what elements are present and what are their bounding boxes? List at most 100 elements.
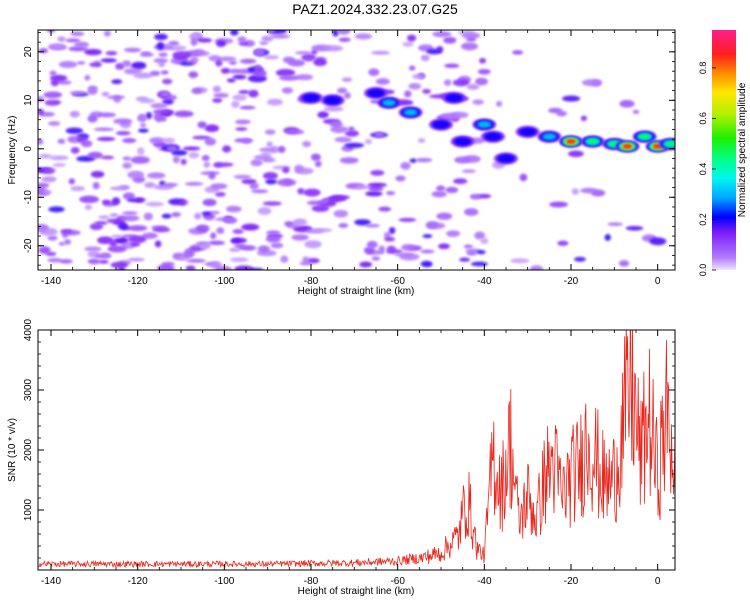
spectrogram-noise-blob [65, 127, 84, 134]
spectrogram-noise-blob [226, 78, 236, 83]
spectrogram-noise-blob [103, 30, 111, 37]
spectrogram-noise-blob [231, 237, 247, 244]
spectrogram-ridge-blob [477, 121, 492, 129]
spectrogram-noise-blob [270, 242, 284, 249]
spectrogram-noise-blob [149, 137, 165, 145]
spectrogram-noise-blob [333, 209, 349, 218]
spectrogram-noise-blob [96, 136, 116, 142]
spectrogram-noise-blob [306, 200, 325, 206]
spectrogram-noise-blob [234, 119, 251, 125]
spectrogram-noise-blob [568, 150, 584, 158]
spectrogram-noise-blob [440, 113, 460, 120]
spectrogram-noise-blob [282, 56, 296, 64]
spectrogram-noise-blob [557, 240, 569, 246]
spectrogram-noise-blob [232, 74, 247, 80]
spectrogram-noise-blob [154, 33, 168, 41]
spectrogram-noise-blob [263, 55, 280, 60]
spectrogram-noise-blob [79, 195, 100, 204]
spectrogram-x-tick-label: -100 [214, 276, 234, 287]
spectrogram-noise-blob [122, 211, 138, 216]
spectrogram-noise-blob [58, 242, 66, 246]
spectrogram-noise-blob [344, 142, 365, 148]
spectrogram-noise-blob [110, 261, 128, 269]
spectrogram-noise-blob [344, 130, 359, 137]
spectrogram-noise-blob [209, 210, 220, 215]
spectrogram-noise-blob [117, 222, 129, 230]
spectrogram-noise-blob [415, 157, 433, 163]
spectrogram-noise-blob [70, 185, 86, 192]
spectrogram-ridge-blob [323, 96, 342, 105]
colorbar-tick-label: 0.2 [698, 213, 708, 226]
spectrogram-noise-blob [251, 189, 269, 194]
spectrogram-noise-blob [365, 223, 380, 228]
spectrogram-noise-blob [323, 45, 343, 52]
spectrogram-noise-blob [384, 236, 396, 242]
spectrogram-noise-blob [70, 146, 80, 154]
spectrogram-noise-blob [127, 170, 145, 179]
spectrogram-noise-blob [122, 192, 136, 200]
spectrogram-noise-blob [106, 95, 126, 100]
spectrogram-noise-blob [394, 252, 414, 257]
spectrogram-noise-blob [161, 137, 176, 144]
spectrogram-noise-blob [519, 173, 528, 182]
spectrogram-noise-blob [154, 240, 162, 248]
spectrogram-noise-blob [229, 257, 249, 263]
spectrogram-noise-blob [48, 43, 66, 50]
spectrogram-noise-blob [295, 74, 314, 81]
spectrogram-noise-blob [239, 58, 257, 64]
spectrogram-noise-blob [212, 98, 223, 103]
spectrogram-noise-blob [354, 219, 371, 226]
spectrogram-noise-blob [47, 258, 63, 263]
spectrogram-noise-blob [249, 182, 259, 190]
colorbar-gradient [712, 30, 736, 270]
spectrogram-noise-blob [511, 50, 524, 55]
spectrogram-noise-blob [338, 37, 351, 42]
spectrogram-noise-blob [217, 56, 237, 62]
spectrogram-noise-blob [208, 54, 221, 62]
spectrogram-noise-blob [432, 31, 452, 38]
snr-y-ticks: 1000 2000 3000 4000 [23, 318, 675, 571]
spectrogram-noise-blob [233, 174, 252, 179]
spectrogram-noise-blob [142, 232, 158, 239]
spectrogram-noise-blob [111, 79, 123, 85]
spectrogram-noise-blob [262, 201, 282, 206]
spectrogram-noise-blob [225, 205, 242, 213]
spectrogram-x-tick-label: -60 [390, 276, 405, 287]
spectrogram-noise-blob [100, 58, 117, 63]
spectrogram-noise-blob [208, 172, 216, 180]
spectrogram-y-tick-label: 0 [23, 146, 34, 152]
spectrogram-y-axis-label: Frequency (Hz) [7, 116, 18, 185]
spectrogram-noise-blob [469, 193, 482, 200]
spectrogram-noise-blob [110, 234, 123, 239]
spectrogram-noise-blob [147, 172, 166, 179]
spectrogram-noise-blob [113, 118, 133, 125]
spectrogram-noise-blob [38, 153, 53, 159]
spectrogram-noise-blob [137, 147, 145, 156]
spectrogram-noise-blob [161, 78, 173, 85]
spectrogram-x-ticks: -140 -120 -100 -80 -60 -40 -20 0 [41, 30, 661, 287]
spectrogram-noise-blob [193, 49, 206, 57]
spectrogram-noise-blob [124, 68, 143, 75]
spectrogram-noise-blob [452, 79, 470, 87]
spectrogram-noise-blob [259, 147, 278, 153]
spectrogram-noise-blob [133, 72, 153, 79]
spectrogram-noise-blob [266, 230, 281, 235]
spectrogram-noise-blob [171, 149, 188, 156]
spectrogram-noise-blob [365, 191, 383, 197]
spectrogram-noise-blob [212, 85, 222, 93]
spectrogram-noise-blob [57, 36, 66, 42]
spectrogram-noise-blob [122, 60, 132, 68]
spectrogram-noise-blob [339, 157, 359, 164]
spectrogram-noise-blob [276, 178, 297, 187]
spectrogram-noise-blob [265, 178, 278, 185]
spectrogram-noise-blob [313, 58, 327, 67]
spectrogram-noise-blob [378, 245, 386, 254]
spectrogram-noise-blob [210, 232, 217, 240]
spectrogram-x-tick-label: -40 [477, 276, 492, 287]
spectrogram-noise-blob [238, 245, 255, 251]
spectrogram-noise-blob [431, 190, 447, 198]
spectrogram-noise-blob [275, 68, 296, 77]
spectrogram-noise-blob [299, 261, 313, 266]
spectrogram-noise-blob [98, 215, 110, 220]
